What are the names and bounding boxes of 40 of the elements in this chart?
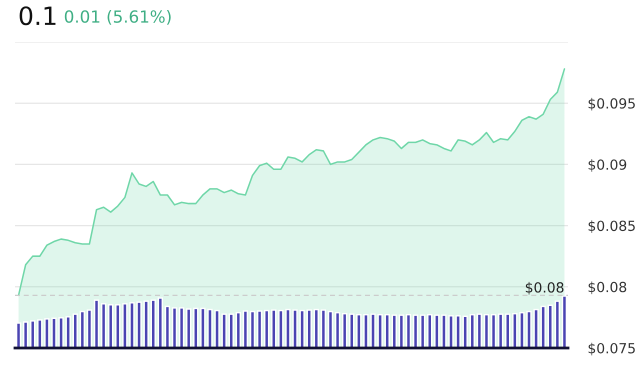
bar	[172, 307, 178, 348]
bar	[242, 310, 248, 348]
chart-subtitle: 0.01 (5.61%)	[64, 10, 171, 25]
bar	[136, 302, 142, 348]
bar	[58, 317, 64, 348]
bar	[334, 312, 340, 348]
chart-title: 0.1	[20, 6, 56, 26]
bar	[562, 296, 568, 348]
bar	[448, 315, 454, 348]
bar	[370, 314, 376, 348]
bar	[292, 309, 298, 348]
bar	[285, 308, 291, 348]
y-tick-label: $0.085	[588, 220, 635, 233]
bar	[207, 308, 213, 348]
bar	[256, 310, 262, 348]
ref-line-label: $0.08	[526, 282, 564, 295]
bar	[51, 318, 57, 348]
bar	[129, 302, 135, 348]
bar	[490, 314, 496, 348]
bar	[320, 309, 326, 348]
bar	[519, 312, 525, 348]
bar	[214, 310, 220, 348]
bar	[94, 299, 100, 348]
y-tick-label: $0.09	[588, 159, 626, 172]
bar	[164, 306, 170, 348]
bar	[86, 309, 92, 348]
bar	[441, 314, 447, 348]
bar	[406, 314, 412, 348]
bar	[412, 314, 418, 348]
bar	[250, 310, 256, 348]
bar	[484, 314, 490, 348]
y-tick-label: $0.075	[588, 342, 635, 356]
y-tick-label: $0.08	[588, 282, 626, 294]
bar	[533, 308, 539, 348]
bar	[16, 322, 22, 348]
bar	[44, 318, 50, 348]
bar	[526, 310, 532, 348]
bar	[328, 310, 334, 348]
y-tick-label: $0.095	[588, 98, 635, 111]
bar	[363, 314, 369, 348]
